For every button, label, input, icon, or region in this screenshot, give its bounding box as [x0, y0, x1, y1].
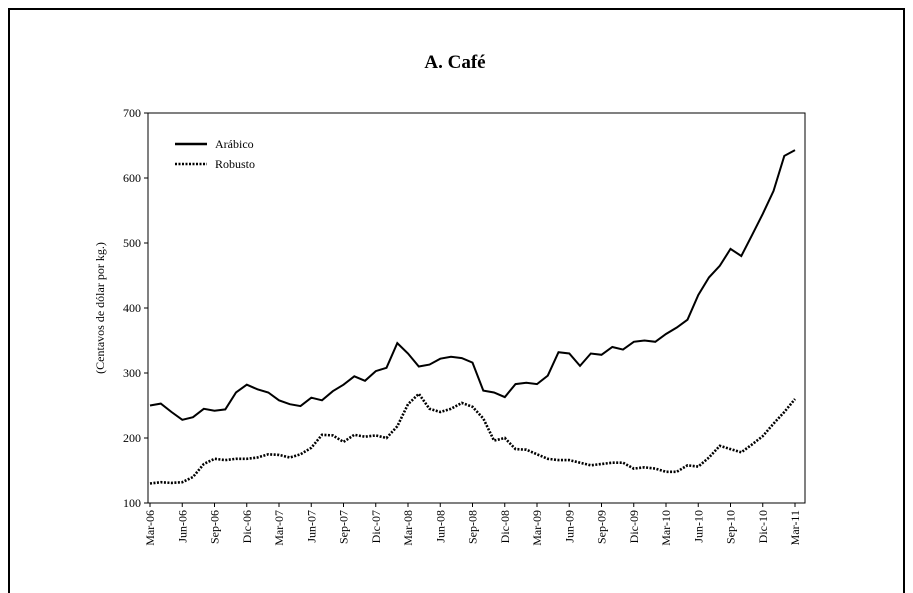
y-tick-label: 500 [123, 236, 141, 250]
x-tick-label: Sep-06 [208, 510, 222, 544]
x-tick-label: Sep-09 [595, 510, 609, 544]
x-tick-label: Mar-07 [272, 510, 286, 546]
y-tick-label: 700 [123, 106, 141, 120]
x-tick-label: Sep-07 [337, 510, 351, 544]
x-tick-label: Dic-06 [240, 510, 254, 543]
line-series [149, 391, 797, 485]
y-tick-label: 100 [123, 496, 141, 510]
x-tick-label: Mar-08 [401, 510, 415, 546]
legend-label: Arábico [215, 137, 254, 151]
x-tick-label: Sep-10 [724, 510, 738, 544]
x-tick-label: Mar-10 [659, 510, 673, 546]
x-tick-label: Dic-07 [369, 510, 383, 543]
legend-label: Robusto [215, 157, 255, 171]
x-tick-label: Jun-07 [304, 510, 318, 543]
y-tick-label: 200 [123, 431, 141, 445]
y-tick-label: 400 [123, 301, 141, 315]
plot-area [147, 112, 806, 504]
x-tick-label: Sep-08 [466, 510, 480, 544]
x-tick-label: Jun-10 [691, 510, 705, 543]
x-tick-label: Jun-09 [562, 510, 576, 543]
x-tick-label: Mar-06 [143, 510, 157, 546]
x-tick-label: Dic-09 [627, 510, 641, 543]
y-axis-label: (Centavos de dólar por kg.) [93, 242, 107, 374]
line-series [149, 149, 796, 421]
y-tick-label: 600 [123, 171, 141, 185]
x-tick-label: Mar-09 [530, 510, 544, 546]
x-tick-label: Dic-08 [498, 510, 512, 543]
frame [8, 8, 905, 593]
x-tick-label: Jun-06 [175, 510, 189, 543]
chart-title: A. Café [424, 52, 485, 73]
x-tick-label: Jun-08 [433, 510, 447, 543]
x-tick-label: Mar-11 [788, 510, 802, 545]
x-tick-label: Dic-10 [756, 510, 770, 543]
y-tick-label: 300 [123, 366, 141, 380]
